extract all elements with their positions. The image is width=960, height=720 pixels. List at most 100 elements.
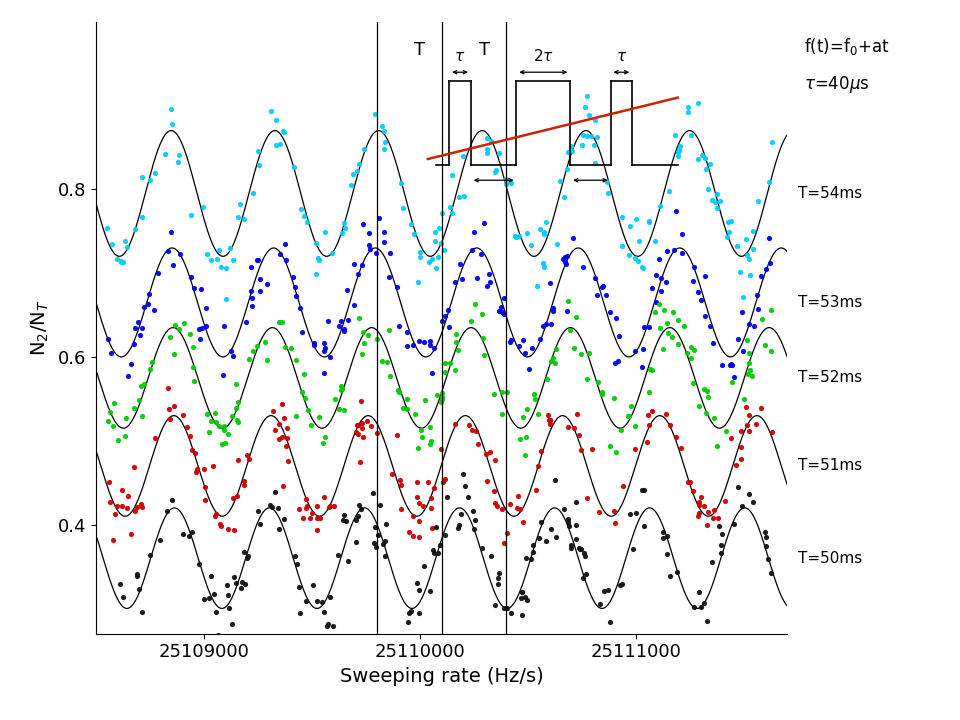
Point (297, 211, 312, 222)
Point (670, 314, 685, 325)
Point (609, 312, 624, 324)
Point (299, 494, 314, 505)
Point (529, 484, 544, 495)
Point (355, 431, 371, 443)
Point (758, 531, 774, 543)
Point (301, 513, 317, 524)
Point (499, 386, 515, 397)
Point (511, 491, 526, 503)
Point (452, 519, 468, 531)
Point (620, 410, 636, 422)
Point (431, 222, 446, 234)
Point (333, 315, 348, 327)
Point (128, 505, 143, 517)
Point (740, 334, 756, 346)
Point (182, 430, 198, 441)
Point (592, 598, 608, 610)
Point (216, 424, 231, 436)
Point (221, 602, 236, 613)
Point (594, 665, 610, 677)
Point (176, 528, 191, 540)
Point (327, 394, 343, 405)
Point (468, 514, 483, 526)
Point (479, 280, 494, 292)
Point (405, 339, 420, 351)
Point (133, 323, 149, 334)
Point (580, 90, 595, 102)
Point (499, 527, 515, 539)
Text: f(t)=f$_0$+at: f(t)=f$_0$+at (804, 36, 890, 58)
Point (414, 424, 429, 436)
Point (355, 259, 371, 271)
Point (541, 414, 557, 426)
Point (705, 194, 720, 206)
Point (543, 523, 559, 535)
Point (136, 378, 152, 390)
Point (317, 367, 332, 379)
Point (418, 395, 433, 406)
Point (431, 251, 446, 262)
Point (635, 343, 650, 355)
Point (706, 513, 721, 524)
Point (224, 410, 239, 421)
Point (162, 413, 178, 425)
Point (346, 258, 361, 270)
Point (202, 426, 217, 438)
Point (561, 146, 576, 158)
Point (476, 332, 492, 343)
Point (493, 503, 509, 515)
Point (545, 302, 561, 313)
Point (434, 207, 449, 218)
Point (428, 262, 444, 274)
Point (568, 533, 584, 544)
Point (562, 520, 577, 531)
Point (653, 200, 668, 212)
Point (356, 143, 372, 155)
Point (686, 261, 702, 272)
Point (673, 140, 688, 151)
Text: $\tau$: $\tau$ (454, 49, 466, 64)
Point (113, 256, 129, 267)
Point (724, 359, 739, 371)
Point (380, 356, 396, 368)
Point (273, 248, 288, 259)
Point (492, 305, 507, 317)
Point (603, 616, 618, 628)
Point (142, 174, 157, 185)
Point (545, 352, 561, 364)
Point (700, 391, 715, 402)
Point (451, 191, 467, 202)
Point (668, 205, 684, 217)
Point (411, 442, 426, 454)
Point (524, 240, 540, 251)
Point (568, 520, 584, 531)
Point (496, 603, 512, 614)
Point (714, 359, 730, 371)
Point (276, 513, 292, 525)
Point (677, 320, 692, 331)
Point (364, 420, 379, 431)
Point (458, 480, 473, 492)
Point (540, 409, 556, 420)
Point (415, 500, 430, 512)
Point (636, 321, 652, 333)
Point (560, 163, 575, 175)
Point (325, 620, 341, 631)
Point (533, 446, 548, 457)
Point (696, 597, 711, 608)
Point (252, 274, 268, 285)
Point (539, 535, 554, 546)
Point (377, 136, 393, 148)
Point (183, 526, 199, 537)
Point (516, 591, 532, 603)
Point (694, 491, 709, 503)
Point (448, 336, 464, 348)
Point (101, 476, 116, 487)
Point (197, 464, 212, 475)
Point (494, 306, 510, 318)
Point (479, 132, 494, 143)
Point (517, 347, 533, 359)
Point (369, 248, 384, 259)
Point (690, 153, 706, 165)
Point (188, 466, 204, 477)
